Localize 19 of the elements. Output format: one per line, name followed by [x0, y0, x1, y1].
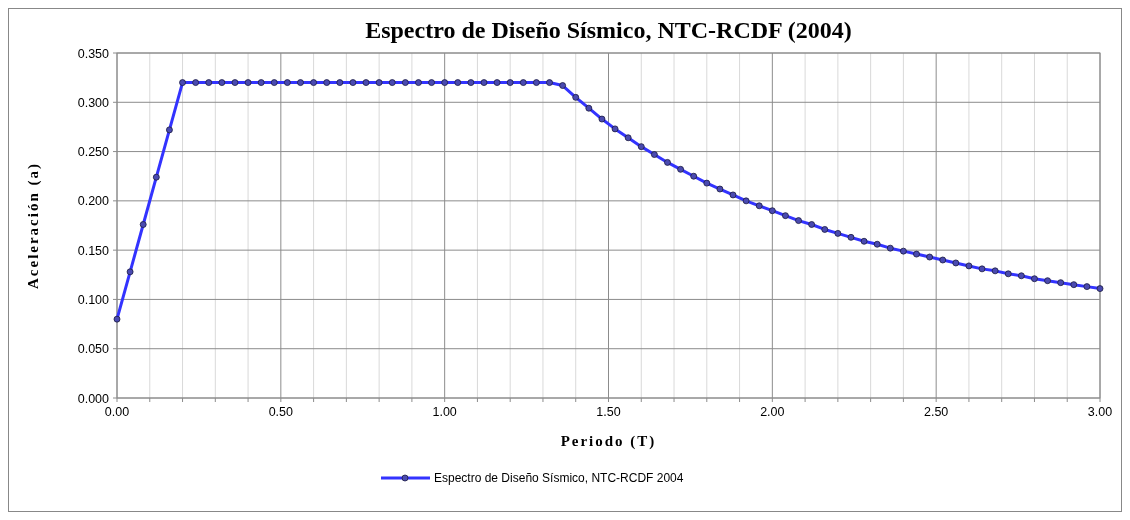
x-tick-label: 1.50 [596, 405, 621, 419]
y-tick-label: 0.050 [77, 342, 110, 357]
chart-title: Espectro de Diseño Sísmico, NTC-RCDF (2004) [365, 17, 852, 43]
x-tick-label: 1.00 [432, 405, 457, 419]
y-axis-title: Aceleración (a) [25, 161, 42, 290]
y-tick-label: 0.000 [77, 391, 110, 406]
y-tick-label: 0.100 [77, 292, 110, 307]
x-tick-label: 0.50 [268, 405, 294, 419]
x-tick-label: 2.50 [923, 405, 949, 419]
y-tick-label: 0.250 [77, 145, 110, 160]
x-tick-label: 0.00 [104, 405, 130, 419]
legend-label: Espectro de Diseño Sísmico, NTC-RCDF 2004 [434, 471, 684, 485]
y-tick-label: 0.300 [77, 95, 110, 110]
x-axis-title: Periodo (T) [560, 433, 657, 450]
y-tick-label: 0.200 [77, 194, 110, 209]
x-tick-label: 3.00 [1087, 405, 1113, 419]
y-tick-label: 0.150 [77, 243, 110, 258]
x-tick-label: 2.00 [760, 405, 785, 419]
y-tick-label: 0.350 [77, 46, 110, 61]
